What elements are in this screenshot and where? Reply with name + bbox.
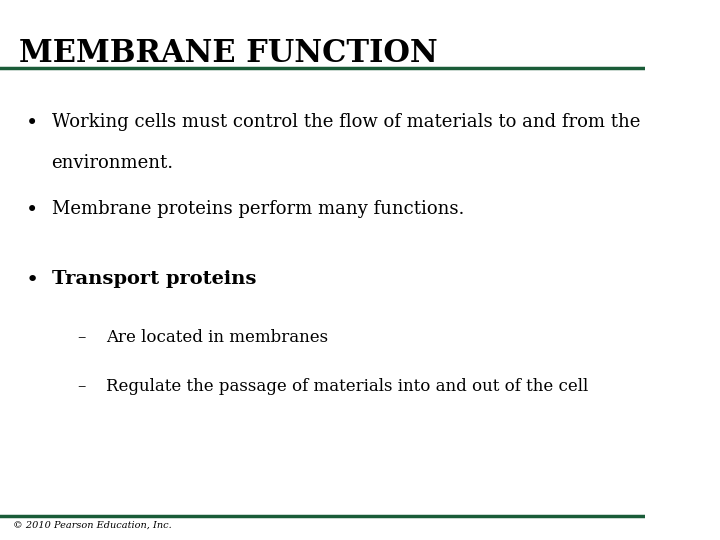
- Text: environment.: environment.: [52, 154, 174, 172]
- Text: Working cells must control the flow of materials to and from the: Working cells must control the flow of m…: [52, 113, 640, 131]
- Text: MEMBRANE FUNCTION: MEMBRANE FUNCTION: [19, 38, 438, 69]
- Text: Transport proteins: Transport proteins: [52, 270, 256, 288]
- Text: Regulate the passage of materials into and out of the cell: Regulate the passage of materials into a…: [107, 378, 589, 395]
- Text: Are located in membranes: Are located in membranes: [107, 329, 328, 346]
- Text: –: –: [77, 378, 86, 395]
- Text: –: –: [77, 329, 86, 346]
- Text: •: •: [26, 200, 38, 220]
- Text: •: •: [26, 113, 38, 133]
- Text: Membrane proteins perform many functions.: Membrane proteins perform many functions…: [52, 200, 464, 218]
- Text: © 2010 Pearson Education, Inc.: © 2010 Pearson Education, Inc.: [13, 520, 171, 529]
- Text: •: •: [26, 270, 39, 290]
